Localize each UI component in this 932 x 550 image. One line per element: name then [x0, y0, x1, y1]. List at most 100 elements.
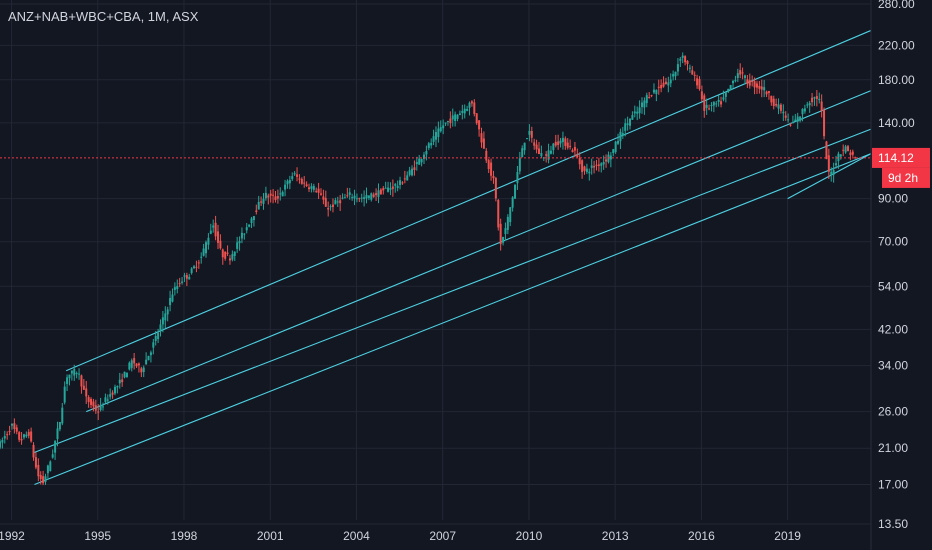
candle: [284, 179, 287, 197]
candle-body: [365, 194, 368, 199]
candle: [825, 140, 828, 160]
candle-body: [3, 436, 6, 439]
candle-body: [288, 179, 291, 184]
candle: [331, 198, 334, 213]
candle: [197, 259, 200, 269]
candle-body: [396, 185, 399, 188]
candle-body: [214, 222, 217, 237]
candle: [312, 183, 315, 193]
candle-body: [387, 187, 390, 192]
candle-body: [353, 195, 356, 199]
candle: [70, 370, 73, 381]
candle-body: [803, 108, 806, 112]
candle-body: [425, 151, 428, 155]
candle-body: [686, 60, 689, 64]
candle-body: [128, 362, 131, 370]
candle-body: [499, 223, 502, 245]
channel-lines[interactable]: [34, 29, 872, 485]
candle-body: [159, 324, 162, 332]
countdown-box: [882, 167, 930, 188]
candle-body: [125, 372, 128, 378]
candle-body: [526, 138, 529, 140]
time-axis[interactable]: 1992 1995 1998 2001 2004 2007 2010 2013 2016 2019: [0, 529, 801, 543]
candle-body: [767, 91, 770, 93]
candle: [415, 156, 418, 171]
candle: [561, 131, 564, 150]
candle-body: [85, 388, 88, 397]
candle: [212, 219, 215, 233]
candle-body: [729, 85, 732, 90]
y-tick-label: 90.00: [878, 192, 908, 206]
candle-body: [250, 218, 253, 224]
candle: [310, 183, 313, 193]
candle: [777, 98, 780, 115]
candle: [528, 124, 531, 142]
candle-body: [135, 363, 138, 367]
candle: [133, 353, 136, 370]
candle: [720, 96, 723, 108]
candle-body: [382, 188, 385, 191]
y-tick-label: 26.00: [878, 405, 908, 419]
candle: [494, 176, 497, 202]
candle: [597, 157, 600, 172]
candle: [497, 198, 500, 231]
channel-line[interactable]: [65, 29, 872, 372]
candle-body: [655, 89, 658, 95]
candle: [796, 112, 799, 129]
candle: [672, 70, 675, 81]
candle-body: [835, 163, 838, 166]
y-tick-label: 280.00: [878, 0, 915, 11]
candle-body: [518, 158, 521, 172]
candle-body: [839, 154, 842, 157]
candle-body: [188, 276, 191, 280]
channel-line[interactable]: [34, 153, 872, 485]
candle: [717, 95, 720, 107]
candle-body: [102, 406, 105, 408]
candle: [334, 197, 337, 205]
y-tick-label: 17.00: [878, 477, 908, 491]
candle-body: [854, 157, 857, 159]
candle-body: [758, 85, 761, 89]
candle: [15, 424, 18, 435]
candle-body: [708, 108, 711, 110]
candle: [698, 76, 701, 91]
last-price-box: [872, 147, 930, 168]
candle: [221, 248, 224, 265]
candle: [458, 110, 461, 116]
candle-body: [652, 89, 655, 93]
candle: [219, 234, 222, 250]
candle: [236, 236, 239, 253]
candle: [106, 394, 109, 405]
channel-line[interactable]: [86, 90, 872, 413]
candle: [676, 58, 679, 76]
candle: [178, 277, 181, 288]
candle-body: [674, 71, 677, 77]
candle: [518, 151, 521, 175]
candle-body: [411, 168, 414, 176]
candle: [264, 186, 267, 201]
candle: [394, 182, 397, 193]
candle-body: [171, 294, 174, 302]
candle: [207, 233, 210, 250]
candle: [748, 73, 751, 89]
candle: [269, 189, 272, 203]
candle-body: [823, 109, 826, 137]
candle: [413, 160, 416, 176]
price-axis[interactable]: 280.00 220.00 180.00 140.00 90.00 70.00 54.00 4…: [878, 0, 915, 531]
candle: [353, 189, 356, 206]
candle-body: [384, 187, 387, 189]
candle-body: [221, 249, 224, 258]
candle: [463, 104, 466, 119]
candle: [703, 93, 706, 118]
candle-body: [679, 58, 682, 61]
candle-body: [432, 136, 435, 142]
candle: [466, 105, 469, 112]
candle-body: [399, 180, 402, 186]
candle: [456, 114, 459, 122]
channel-line[interactable]: [34, 128, 872, 453]
candle: [274, 190, 277, 203]
candle-body: [401, 182, 404, 184]
candle-body: [173, 287, 176, 290]
candle-body: [300, 178, 303, 184]
